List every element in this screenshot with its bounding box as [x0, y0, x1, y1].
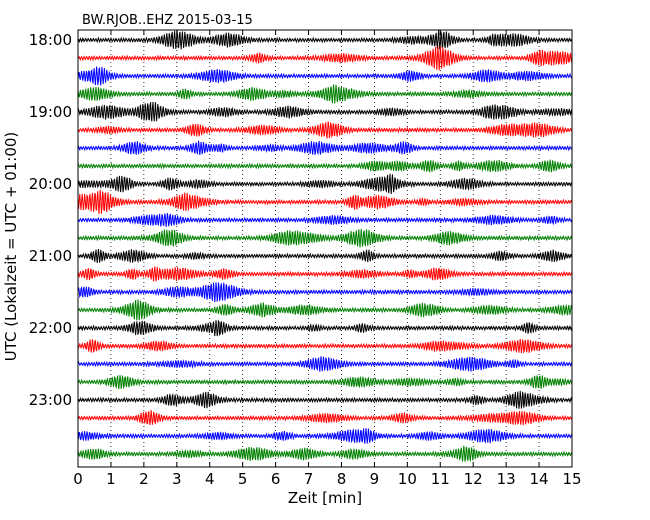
x-axis-ticks: 0 1 2 3 4 5 6 7 8 9 10 11 12 13 14 15 — [73, 30, 582, 488]
trace-row — [77, 173, 573, 194]
x-tick-label: 0 — [73, 470, 83, 488]
trace-row — [77, 390, 573, 409]
x-tick-label: 5 — [238, 470, 248, 488]
trace-row — [77, 189, 573, 215]
trace-row — [77, 66, 573, 86]
trace-row — [77, 101, 573, 122]
x-tick-label: 6 — [271, 470, 281, 488]
trace-row — [77, 140, 572, 156]
trace-row — [77, 30, 573, 50]
x-tick-label: 4 — [205, 470, 215, 488]
y-tick-label: 23:00 — [29, 391, 72, 409]
trace-row — [77, 282, 573, 303]
trace-row — [77, 266, 573, 282]
trace-row — [77, 84, 573, 104]
trace-row — [77, 356, 573, 372]
trace-row — [77, 374, 573, 390]
chart-title: BW.RJOB..EHZ 2015-03-15 — [82, 13, 253, 28]
y-axis-ticks: 18:00 19:00 20:00 21:00 22:00 23:00 — [29, 31, 572, 409]
trace-row — [77, 428, 573, 444]
y-tick-label: 22:00 — [29, 319, 72, 337]
x-tick-label: 10 — [398, 470, 417, 488]
x-tick-label: 8 — [337, 470, 347, 488]
x-tick-label: 13 — [497, 470, 516, 488]
trace-row — [77, 338, 573, 354]
seismic-traces — [77, 30, 573, 462]
trace-row — [77, 299, 573, 321]
x-axis-label: Zeit [min] — [288, 489, 362, 507]
x-tick-label: 3 — [172, 470, 182, 488]
x-tick-label: 1 — [106, 470, 116, 488]
x-tick-label: 11 — [431, 470, 450, 488]
x-tick-label: 9 — [370, 470, 380, 488]
trace-row — [77, 121, 573, 139]
y-tick-label: 21:00 — [29, 247, 72, 265]
x-tick-label: 2 — [139, 470, 149, 488]
y-tick-label: 20:00 — [29, 175, 72, 193]
trace-row — [77, 159, 573, 173]
trace-row — [77, 213, 573, 227]
trace-row — [77, 228, 573, 248]
trace-row — [77, 410, 573, 426]
x-tick-label: 7 — [304, 470, 314, 488]
y-axis-label: UTC (Lokalzeit = UTC + 01:00) — [2, 132, 20, 362]
trace-row — [77, 248, 573, 264]
vertical-grid-lines — [110, 30, 540, 467]
trace-row — [77, 319, 573, 337]
x-tick-label: 14 — [530, 470, 549, 488]
trace-row — [77, 46, 573, 71]
x-tick-label: 12 — [464, 470, 483, 488]
trace-row — [77, 445, 573, 462]
plot-frame — [77, 29, 573, 468]
y-tick-label: 18:00 — [29, 31, 72, 49]
y-tick-label: 19:00 — [29, 103, 72, 121]
x-tick-label: 15 — [562, 470, 581, 488]
